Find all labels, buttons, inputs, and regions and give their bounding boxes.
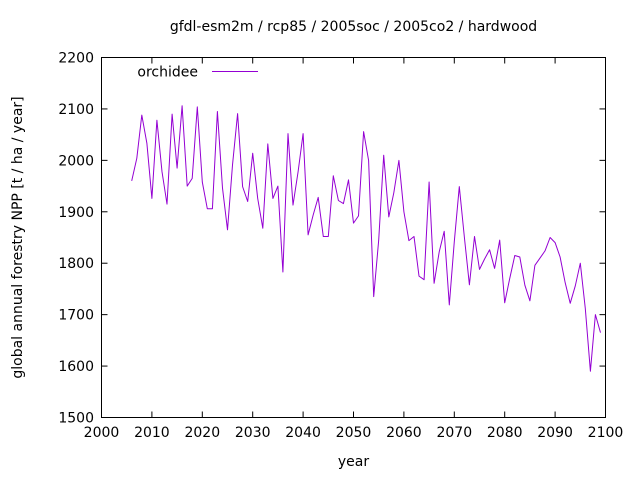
y-tick-label: 2000	[58, 153, 94, 169]
y-axis-label: global annual forestry NPP [t / ha / yea…	[10, 96, 26, 378]
plot-border	[101, 57, 606, 418]
data-line-orchidee	[131, 105, 601, 372]
x-tick-label: 2090	[537, 425, 573, 441]
y-tick-label: 1900	[58, 205, 94, 221]
x-tick-label: 2020	[184, 425, 220, 441]
y-tick-label: 1500	[58, 411, 94, 427]
x-tick-label: 2060	[386, 425, 422, 441]
x-tick-label: 2070	[436, 425, 472, 441]
x-tick-label: 2080	[487, 425, 523, 441]
y-tick-label: 1700	[58, 308, 94, 324]
x-tick-label: 2100	[588, 425, 624, 441]
x-tick-label: 2010	[134, 425, 170, 441]
plot-area: 2000 2010 2020 2030 2040 2050 2060 2070 2080 2090…	[58, 51, 623, 442]
x-axis-label: year	[338, 454, 369, 470]
legend: orchidee	[137, 65, 258, 81]
chart-title: gfdl-esm2m / rcp85 / 2005soc / 2005co2 /…	[170, 19, 537, 35]
x-tick-label: 2030	[235, 425, 271, 441]
x-tick-label: 2000	[84, 425, 120, 441]
x-tick-label: 2050	[336, 425, 372, 441]
y-tick-label: 2100	[58, 102, 94, 118]
legend-series-label: orchidee	[137, 65, 198, 81]
y-tick-label: 1600	[58, 359, 94, 375]
y-tick-label: 1800	[58, 256, 94, 272]
x-tick-label: 2040	[285, 425, 321, 441]
y-tick-label: 2200	[58, 51, 94, 67]
